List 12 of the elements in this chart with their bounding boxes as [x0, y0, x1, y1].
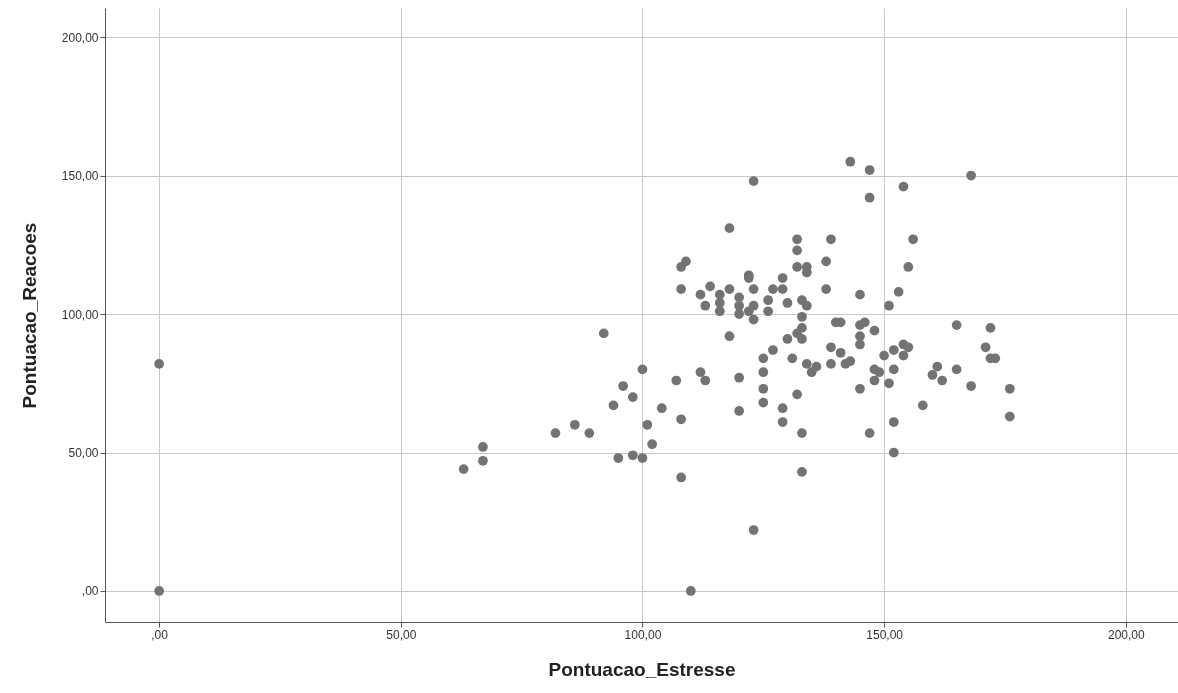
x-tick-label: ,00 — [151, 627, 169, 642]
x-tick-label: 100,00 — [624, 627, 662, 642]
y-tick-label: ,00 — [81, 584, 99, 599]
x-tick-label: 200,00 — [1107, 627, 1145, 642]
y-tick-label: 150,00 — [61, 169, 99, 184]
y-tick-label: 100,00 — [61, 307, 99, 322]
y-tick-label: 200,00 — [61, 30, 99, 45]
x-tick-label: 150,00 — [866, 627, 904, 642]
y-tick-label: 50,00 — [68, 446, 99, 461]
x-tick-label: 50,00 — [386, 627, 417, 642]
x-axis-title: Pontuacao_Estresse — [548, 658, 736, 680]
y-axis-title: Pontuacao_Reacoes — [18, 222, 40, 409]
